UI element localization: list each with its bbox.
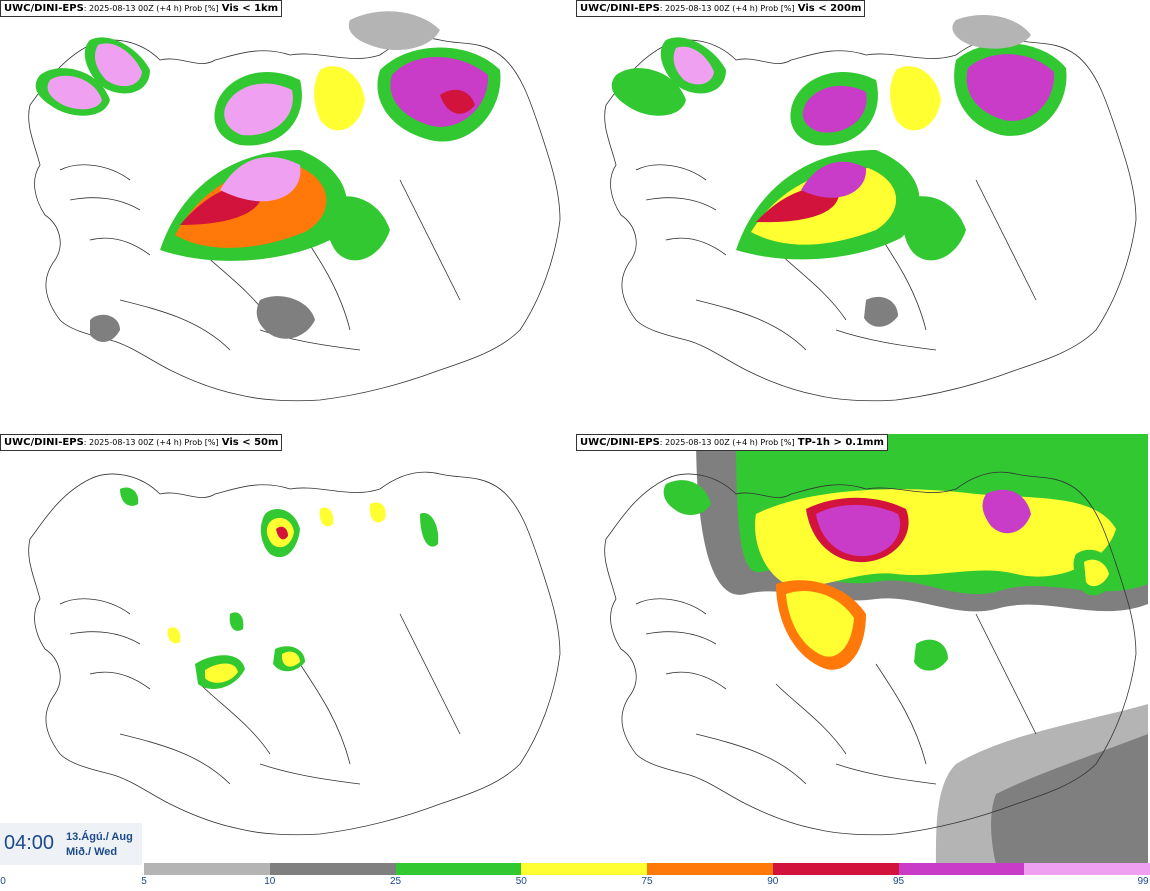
map-vis-200m — [604, 15, 1137, 402]
map-panel-vis-200m: UWC/DINI-EPS: 2025-08-13 00Z (+4 h) Prob… — [576, 0, 1148, 430]
legend-swatch — [269, 863, 396, 875]
legend-swatch — [772, 863, 899, 875]
legend-tick-label: 0 — [0, 876, 6, 887]
valid-date-line1: 13.Ágú./ Aug — [66, 831, 133, 843]
valid-time-box: 04:00 13.Ágú./ Aug Mið./ Wed — [0, 823, 142, 865]
legend-swatch — [144, 863, 270, 875]
panel-title: UWC/DINI-EPS: 2025-08-13 00Z (+4 h) Prob… — [576, 434, 888, 451]
legend-tick-label: 90 — [767, 876, 779, 887]
legend-tick-label: 5 — [141, 876, 147, 887]
legend-swatch — [395, 863, 522, 875]
valid-date-line2: Mið./ Wed — [66, 846, 118, 858]
map-panel-vis-1km: UWC/DINI-EPS: 2025-08-13 00Z (+4 h) Prob… — [0, 0, 572, 430]
legend-swatch — [647, 863, 773, 875]
map-vis-50m — [28, 471, 561, 836]
legend-swatch — [898, 863, 1025, 875]
prob-field — [663, 434, 1148, 864]
legend-tick-label: 99 — [1137, 876, 1149, 887]
prob-field — [35, 11, 501, 342]
legend-tick-label: 50 — [515, 876, 527, 887]
color-legend — [144, 863, 1150, 875]
map-panel-tp-1h: UWC/DINI-EPS: 2025-08-13 00Z (+4 h) Prob… — [576, 434, 1148, 864]
prob-field — [611, 15, 1067, 327]
valid-date: 13.Ágú./ Aug Mið./ Wed — [66, 830, 133, 860]
panel-title: UWC/DINI-EPS: 2025-08-13 00Z (+4 h) Prob… — [0, 434, 283, 451]
legend-tick-label: 75 — [641, 876, 653, 887]
map-panel-vis-50m: UWC/DINI-EPS: 2025-08-13 00Z (+4 h) Prob… — [0, 434, 572, 864]
map-vis-1km — [28, 11, 561, 402]
valid-time: 04:00 — [4, 832, 55, 854]
legend-tick-label: 95 — [892, 876, 905, 887]
legend-tick-label: 10 — [264, 876, 276, 887]
legend-swatch — [521, 863, 647, 875]
legend-tick-label: 25 — [389, 876, 402, 887]
map-tp-1h — [604, 434, 1148, 864]
panel-title: UWC/DINI-EPS: 2025-08-13 00Z (+4 h) Prob… — [0, 0, 283, 17]
legend-swatch — [1024, 863, 1150, 875]
legend-ticks: 0 5 10 25 50 75 90 95 99 — [0, 875, 1150, 891]
prob-field — [120, 487, 439, 689]
panel-title: UWC/DINI-EPS: 2025-08-13 00Z (+4 h) Prob… — [576, 0, 866, 17]
